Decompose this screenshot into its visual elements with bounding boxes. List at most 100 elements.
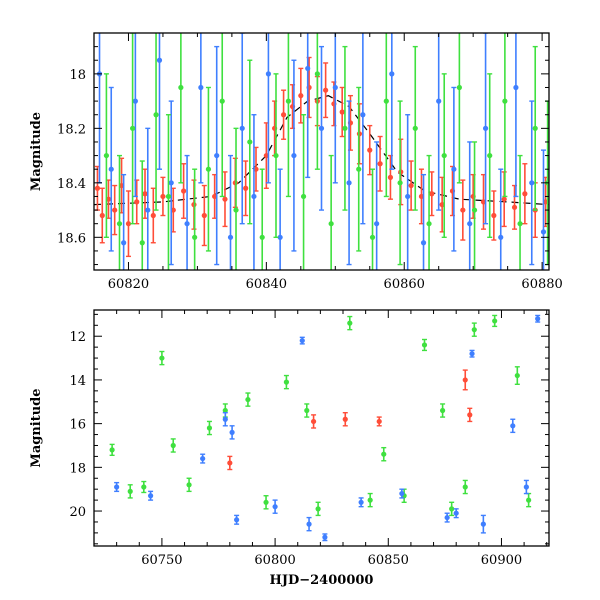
bottom-data-point <box>299 336 305 345</box>
top-data-point <box>103 73 110 239</box>
bottom-data-point <box>376 416 382 427</box>
top-data-point <box>181 163 187 219</box>
top-data-point <box>145 127 151 270</box>
bottom-data-point <box>449 501 455 517</box>
top-data-point <box>132 33 138 198</box>
bottom-data-point <box>186 477 192 493</box>
bottom-data-point <box>159 350 165 366</box>
bottom-x-tick-label: 60850 <box>368 553 409 568</box>
bottom-data-point <box>444 512 450 523</box>
top-data-point <box>150 187 156 244</box>
top-data-point <box>346 100 352 266</box>
bottom-data-point <box>222 412 228 427</box>
top-data-point <box>142 168 148 219</box>
top-y-tick-label: 18 <box>69 68 86 83</box>
top-data-point <box>156 33 163 170</box>
top-data-point <box>532 45 538 211</box>
bottom-data-point <box>471 322 477 337</box>
bottom-data-point <box>170 438 176 453</box>
bottom-y-tick-label: 20 <box>69 505 86 520</box>
bottom-panel-light-curve-full: 60750 60800 60850 60900 12 14 16 18 20 Magnitude… <box>29 309 550 588</box>
bottom-data-point <box>440 403 446 418</box>
bottom-x-tick-label: 60800 <box>254 553 295 568</box>
top-data-point <box>192 168 198 270</box>
top-data-point <box>259 168 265 270</box>
top-data-point <box>426 154 432 270</box>
top-data-point <box>243 160 249 217</box>
bottom-y-tick-label: 16 <box>69 418 86 433</box>
bottom-data-point <box>535 314 541 323</box>
bottom-y-tick-label: 12 <box>69 330 86 345</box>
top-data-point <box>323 62 329 119</box>
top-data-point <box>441 73 447 239</box>
top-data-point <box>513 33 519 198</box>
bottom-y-tick-label: 18 <box>69 461 86 476</box>
top-data-point <box>300 114 307 270</box>
top-data-point <box>412 45 418 211</box>
top-data-point <box>332 33 338 184</box>
bottom-data-point <box>272 499 278 514</box>
bottom-data-point <box>310 414 317 429</box>
top-data-point <box>471 141 478 270</box>
bottom-data-point <box>347 315 353 331</box>
bottom-data-point <box>358 497 364 508</box>
top-data-point <box>369 168 376 270</box>
top-data-point <box>160 176 166 217</box>
top-data-point <box>265 33 272 184</box>
top-data-point <box>540 149 547 270</box>
top-data-point <box>125 190 132 258</box>
bottom-data-point <box>127 484 133 499</box>
top-data-point <box>429 171 435 217</box>
top-data-point <box>298 67 304 124</box>
bottom-panel-data-marks <box>109 314 541 542</box>
top-y-tick-label: 18.2 <box>57 122 86 137</box>
top-data-point <box>201 184 207 247</box>
top-data-point <box>165 114 172 270</box>
top-data-point <box>121 173 127 270</box>
top-data-point <box>356 86 362 252</box>
top-data-point <box>383 33 389 198</box>
top-data-point <box>339 86 345 138</box>
bottom-panel-ticks: 60750 60800 60850 60900 12 14 16 18 20 <box>69 310 549 568</box>
top-data-point <box>277 168 283 270</box>
bottom-data-point <box>526 492 532 508</box>
top-data-point <box>487 73 493 239</box>
top-data-point <box>387 154 394 200</box>
bottom-data-point <box>263 495 269 510</box>
top-data-point <box>233 127 239 270</box>
bottom-data-point <box>480 514 486 534</box>
bottom-data-point <box>381 446 387 462</box>
bottom-data-point <box>421 338 428 352</box>
top-panel-light-curve-zoom: 60820 60840 60860 60880 18 18.2 18.4 18.6 Magni… <box>29 32 563 292</box>
top-data-point <box>251 114 257 270</box>
top-panel-y-axis-label: Magnitude <box>29 112 44 191</box>
top-panel-frame <box>93 32 550 271</box>
top-data-point <box>467 141 473 270</box>
bottom-data-point <box>467 407 473 423</box>
bottom-series-c3f7fff <box>114 314 541 542</box>
bottom-x-tick-label: 60900 <box>481 553 522 568</box>
top-model-curve <box>94 95 549 206</box>
bottom-panel-frame <box>93 309 550 547</box>
bottom-data-point <box>229 425 235 440</box>
top-data-point <box>99 187 105 244</box>
bottom-data-point <box>492 314 498 328</box>
bottom-series-cff4d38 <box>227 369 473 471</box>
top-data-point <box>116 154 123 270</box>
top-panel-ticks: 60820 60840 60860 60880 18 18.2 18.4 18.6 <box>57 32 563 292</box>
bottom-data-point <box>523 479 529 495</box>
top-panel-data-marks <box>94 33 549 270</box>
bottom-data-point <box>227 455 233 471</box>
top-data-point <box>280 89 287 140</box>
top-data-point <box>219 33 225 198</box>
top-data-point <box>239 33 245 225</box>
top-data-point <box>389 33 395 170</box>
top-series-c3f7fff <box>96 33 547 270</box>
top-data-point <box>273 73 279 239</box>
bottom-data-point <box>147 490 154 501</box>
top-data-point <box>305 33 311 179</box>
top-data-point <box>205 86 212 252</box>
bottom-data-point <box>367 492 373 508</box>
top-data-point <box>108 86 114 252</box>
